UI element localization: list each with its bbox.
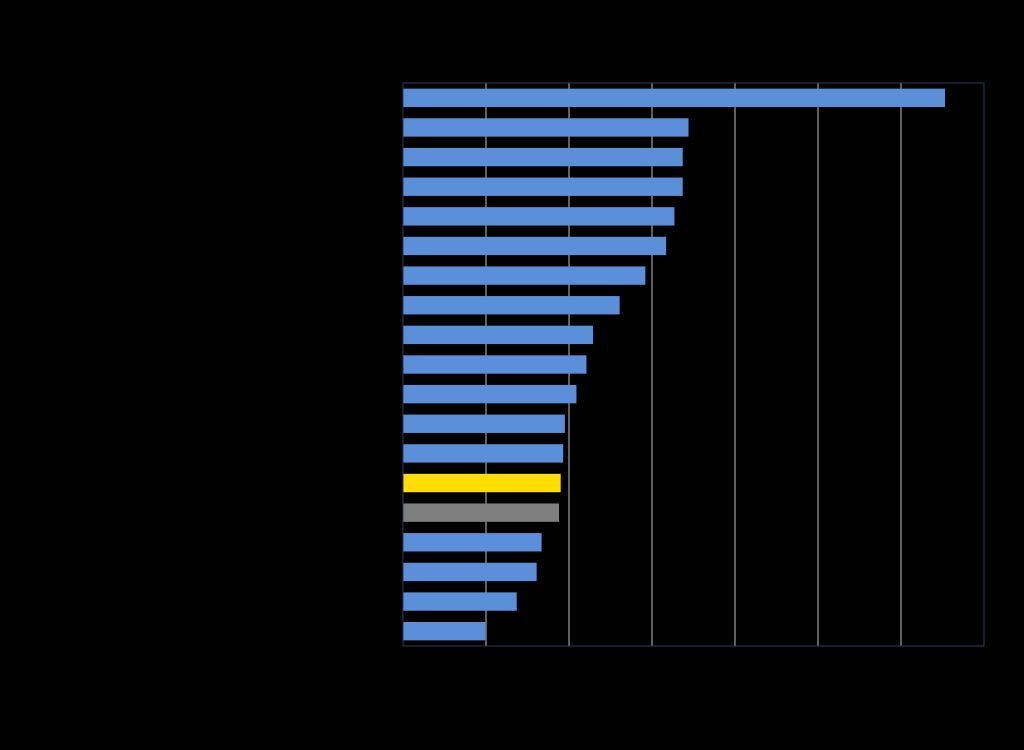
gridlines bbox=[485, 83, 902, 646]
bar-10 bbox=[403, 355, 587, 374]
bar-17 bbox=[403, 562, 537, 582]
bar-14 bbox=[403, 473, 561, 493]
bar-3 bbox=[403, 147, 683, 167]
bar-6 bbox=[403, 236, 667, 256]
bar-13 bbox=[403, 444, 564, 463]
bar-12 bbox=[403, 414, 565, 433]
bar-8 bbox=[403, 296, 620, 315]
bar-9 bbox=[403, 325, 594, 345]
bar-16 bbox=[403, 533, 542, 552]
bar-2 bbox=[403, 118, 689, 137]
bar-18 bbox=[403, 592, 517, 611]
bar-7 bbox=[403, 266, 646, 285]
bar-5 bbox=[403, 207, 675, 226]
bars bbox=[403, 88, 945, 641]
plot-area-border bbox=[402, 82, 985, 647]
bar-11 bbox=[403, 384, 577, 404]
bar-19 bbox=[403, 622, 486, 641]
bar-1 bbox=[403, 88, 945, 107]
bar-15 bbox=[403, 503, 560, 522]
bar-4 bbox=[403, 177, 683, 196]
plot-frame bbox=[402, 82, 985, 647]
